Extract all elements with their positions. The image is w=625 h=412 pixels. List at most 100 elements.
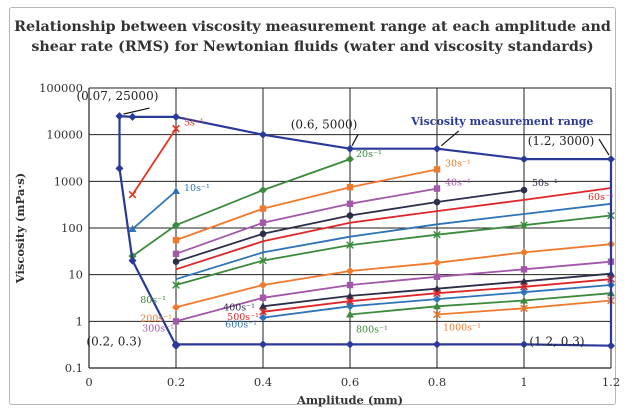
data-point-marker bbox=[172, 303, 180, 312]
data-point-marker bbox=[520, 248, 528, 257]
x-tick-label: 0 bbox=[85, 375, 92, 389]
series-label: 800s⁻¹ bbox=[356, 325, 388, 336]
series-line bbox=[128, 124, 180, 199]
x-tick-label: 0.4 bbox=[254, 375, 272, 389]
y-tick-label: 100 bbox=[61, 221, 83, 235]
series-path bbox=[175, 187, 612, 271]
data-point-marker bbox=[346, 297, 354, 306]
y-tick-label: 0.1 bbox=[65, 361, 83, 375]
chart-title-line-2: shear rate (RMS) for Newtonian fluids (w… bbox=[31, 39, 594, 55]
series-path bbox=[175, 260, 612, 323]
series-line bbox=[259, 281, 615, 322]
coordinate-annotation: (0.6, 5000) bbox=[291, 118, 358, 132]
annotation-arrow bbox=[123, 107, 150, 115]
data-point-marker bbox=[520, 220, 528, 230]
data-point-marker bbox=[172, 341, 180, 350]
data-point-marker bbox=[520, 155, 528, 164]
data-point-marker bbox=[520, 340, 528, 349]
series-label: 40s⁻¹ bbox=[445, 178, 471, 189]
data-point-marker bbox=[346, 302, 354, 311]
data-point-marker bbox=[128, 225, 137, 233]
data-point-marker bbox=[433, 289, 441, 298]
data-point-marker bbox=[433, 302, 441, 310]
series-path bbox=[175, 168, 438, 241]
data-point-marker bbox=[433, 273, 441, 281]
data-point-marker bbox=[172, 236, 180, 244]
range-region-label: Viscosity measurement range bbox=[410, 115, 593, 128]
data-point-marker bbox=[259, 205, 267, 212]
data-point-marker bbox=[607, 341, 615, 350]
data-point-marker bbox=[172, 318, 180, 325]
data-point-marker bbox=[172, 187, 180, 195]
data-point-marker bbox=[259, 313, 267, 322]
series-label: 60s⁻¹ bbox=[588, 192, 614, 203]
data-point-marker bbox=[259, 302, 267, 310]
annotation-arrow bbox=[351, 134, 359, 147]
series-path bbox=[131, 128, 177, 196]
data-point-marker bbox=[433, 144, 441, 153]
coordinate-annotation: (0.07, 25000) bbox=[77, 89, 159, 103]
data-point-marker bbox=[520, 304, 528, 313]
data-point-marker bbox=[346, 155, 354, 164]
y-tick-label: 10 bbox=[68, 268, 83, 282]
data-point-marker bbox=[433, 258, 441, 267]
series-line bbox=[172, 240, 615, 312]
data-point-marker bbox=[259, 130, 267, 139]
x-tick-label: 1.2 bbox=[602, 375, 620, 389]
data-point-marker bbox=[520, 296, 528, 304]
data-point-marker bbox=[346, 266, 354, 275]
series-line bbox=[175, 202, 612, 281]
data-point-marker bbox=[115, 164, 124, 173]
series-label: 1000s⁻¹ bbox=[443, 323, 481, 334]
series-line bbox=[128, 155, 354, 261]
y-axis-label: Viscosity (mPa·s) bbox=[13, 173, 27, 284]
data-point-marker bbox=[346, 281, 354, 289]
series-label: 400s⁻¹ bbox=[223, 302, 255, 313]
data-point-marker bbox=[172, 250, 180, 257]
series-path bbox=[175, 214, 612, 286]
x-axis-label: Amplitude (mm) bbox=[296, 393, 403, 407]
series-label: 10s⁻¹ bbox=[184, 183, 210, 194]
data-point-marker bbox=[433, 295, 441, 304]
series-label: 200s⁻¹ bbox=[140, 313, 172, 324]
series-path bbox=[175, 187, 438, 255]
series-label: 5s⁻¹ bbox=[184, 118, 204, 129]
data-point-marker bbox=[259, 186, 267, 195]
series-label: 50s⁻¹ bbox=[532, 178, 558, 189]
data-point-marker bbox=[433, 198, 441, 206]
x-tick-label: 0.6 bbox=[341, 375, 359, 389]
range-boundary-layer bbox=[115, 112, 615, 350]
coordinate-annotation: (1.2, 0.3) bbox=[529, 335, 584, 349]
coordinate-annotation: (1.2, 3000) bbox=[528, 134, 595, 148]
data-point-marker bbox=[346, 291, 354, 299]
data-point-marker bbox=[346, 144, 354, 153]
series-label: 300s⁻¹ bbox=[142, 323, 174, 334]
series-path bbox=[349, 292, 612, 316]
data-point-marker bbox=[433, 166, 441, 173]
data-point-marker bbox=[520, 282, 528, 291]
tick-labels: 0.1 1 10 100 1000 10000 100000 0 0.2 0.4 0.6 0.8 1 1.… bbox=[39, 81, 620, 389]
data-point-marker bbox=[346, 183, 354, 191]
data-point-marker bbox=[128, 256, 137, 265]
data-point-marker bbox=[346, 200, 354, 208]
series-line bbox=[175, 187, 612, 271]
y-tick-label: 100000 bbox=[39, 81, 83, 95]
data-point-marker bbox=[433, 340, 441, 349]
series-path bbox=[131, 158, 351, 257]
data-point-marker bbox=[520, 288, 528, 297]
series-label: 20s⁻¹ bbox=[356, 149, 382, 160]
data-point-marker bbox=[259, 340, 267, 349]
series-line bbox=[128, 187, 180, 233]
series-line bbox=[172, 166, 441, 244]
data-point-marker bbox=[259, 230, 267, 238]
range-boundary-line bbox=[118, 114, 613, 347]
data-point-marker bbox=[128, 112, 137, 121]
x-tick-label: 1 bbox=[520, 375, 527, 389]
data-point-marker bbox=[172, 221, 180, 230]
x-tick-label: 0.8 bbox=[428, 375, 446, 389]
chart-title: Relationship between viscosity measureme… bbox=[0, 17, 625, 57]
data-point-marker bbox=[172, 280, 180, 290]
data-point-marker bbox=[346, 310, 354, 318]
data-point-marker bbox=[172, 112, 180, 121]
